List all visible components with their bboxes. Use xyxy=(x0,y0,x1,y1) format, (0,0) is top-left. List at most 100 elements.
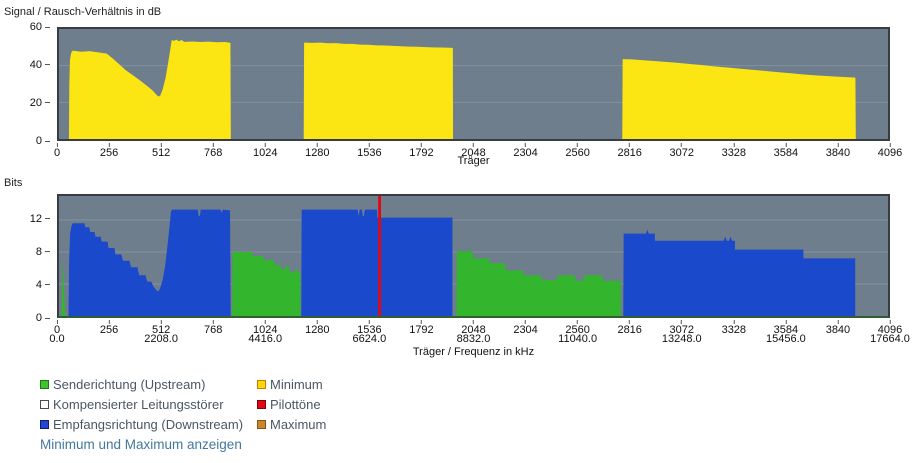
legend-item-compensated-line-disturber: Kompensierter Leitungsstörer xyxy=(40,394,243,414)
legend-label: Minimum xyxy=(270,376,323,392)
x-tick-label: 3072 xyxy=(669,324,694,336)
bits-chart-title: Bits xyxy=(4,177,23,189)
y-tick-mark xyxy=(45,284,50,286)
x-tick: 1792 xyxy=(409,320,434,336)
x-tick-mark xyxy=(629,320,631,324)
snr_db-area xyxy=(622,59,856,139)
x-tick-label: 2560 xyxy=(565,147,590,159)
x-tick-mark xyxy=(316,320,318,324)
upstream_bits-area xyxy=(232,252,301,316)
x-tick-mark xyxy=(681,143,683,147)
x-tick-mark xyxy=(525,320,527,324)
x-tick: 2208.0 xyxy=(144,333,178,345)
legend-item-upstream: Senderichtung (Upstream) xyxy=(40,374,243,394)
x-tick-label: 3584 xyxy=(773,324,799,336)
x-tick-mark xyxy=(368,320,370,324)
x-tick-mark xyxy=(420,143,422,147)
x-tick-label: 512 xyxy=(151,147,171,159)
maximum-swatch-icon xyxy=(257,419,266,429)
x-tick-mark xyxy=(525,143,527,147)
x-tick: 512 xyxy=(152,320,170,336)
x-tick-label: 17664.0 xyxy=(870,333,910,345)
y-tick: 0 xyxy=(36,135,50,147)
x-tick: 512 xyxy=(152,143,170,159)
x-tick-label: 2048 xyxy=(461,324,486,336)
bits-y-axis: 0 4 8 12 xyxy=(0,194,50,324)
x-tick: 3584 xyxy=(774,143,798,159)
y-tick: 40 xyxy=(30,59,50,71)
x-tick-label: 3328 xyxy=(721,324,747,336)
pilot-tones-swatch-icon xyxy=(257,399,266,409)
x-tick-label: 1792 xyxy=(409,147,434,159)
x-tick-label: 2816 xyxy=(617,324,642,336)
x-tick: 2816 xyxy=(617,320,642,336)
x-tick-label: 11040.0 xyxy=(558,333,598,345)
y-tick-label: 0 xyxy=(35,135,42,147)
x-tick: 8832.0 xyxy=(457,333,491,345)
x-tick-label: 4096 xyxy=(877,147,903,159)
x-tick-mark xyxy=(785,143,787,147)
x-tick-mark xyxy=(316,143,318,147)
x-tick-mark xyxy=(212,143,214,147)
upstream_bits-area xyxy=(456,251,621,316)
downstream_bits-area xyxy=(623,229,856,316)
x-tick-label: 768 xyxy=(204,147,223,159)
y-tick-label: 60 xyxy=(29,21,42,33)
toggle-min-max-link[interactable]: Minimum und Maximum anzeigen xyxy=(40,437,242,452)
snr-chart-title: Signal / Rausch-Verhältnis in dB xyxy=(4,6,162,18)
pilot-tone-marker xyxy=(378,196,382,316)
x-tick-mark xyxy=(733,143,735,147)
x-tick-label: 1792 xyxy=(409,324,434,336)
x-tick: 3072 xyxy=(670,320,694,336)
x-tick-mark xyxy=(472,320,474,324)
x-tick: 0.0 xyxy=(49,333,64,345)
x-tick: 3840 xyxy=(826,143,850,159)
x-tick: 3584 xyxy=(774,320,798,336)
x-tick-label: 15456.0 xyxy=(765,333,806,345)
x-tick: 0 xyxy=(54,320,60,336)
y-tick-mark xyxy=(45,218,50,220)
x-tick-mark xyxy=(785,320,787,324)
minimum-swatch-icon xyxy=(257,379,266,389)
upstream-swatch-icon xyxy=(40,379,49,389)
x-tick-label: 4416.0 xyxy=(248,333,283,345)
y-tick: 12 xyxy=(30,213,50,225)
x-tick: 1280 xyxy=(305,143,330,159)
y-tick: 60 xyxy=(30,21,50,33)
x-tick-label: 3072 xyxy=(669,147,694,159)
bits-x-axis-label: Träger / Frequenz in kHz xyxy=(412,346,535,358)
snr-x-axis-label: Träger xyxy=(457,155,490,167)
x-tick-label: 1536 xyxy=(357,324,382,336)
bits-plot xyxy=(57,194,890,318)
downstream_bits-area xyxy=(68,209,231,316)
x-tick-label: 2304 xyxy=(513,324,538,336)
x-tick-mark xyxy=(472,143,474,147)
x-tick-mark xyxy=(889,320,891,324)
x-tick-mark xyxy=(264,143,266,147)
legend-label: Senderichtung (Upstream) xyxy=(53,376,206,392)
x-tick: 2048 xyxy=(461,143,486,159)
upstream_bits-area xyxy=(61,258,66,316)
x-tick-label: 1280 xyxy=(305,147,330,159)
downstream-swatch-icon xyxy=(40,419,49,429)
legend-label: Empfangsrichtung (Downstream) xyxy=(53,416,244,432)
x-tick: 768 xyxy=(204,143,222,159)
y-tick-label: 20 xyxy=(29,96,42,109)
x-tick-mark xyxy=(264,320,266,324)
x-tick-label: 3840 xyxy=(825,324,851,336)
legend-label: Maximum xyxy=(270,416,327,432)
x-tick-mark xyxy=(577,143,579,147)
snr_db-area xyxy=(303,42,454,139)
x-tick: 1536 xyxy=(357,143,382,159)
y-tick: 20 xyxy=(30,97,50,109)
x-tick-label: 1024 xyxy=(253,147,278,159)
y-tick-label: 8 xyxy=(35,245,42,258)
x-tick-label: 8832.0 xyxy=(456,333,491,345)
y-tick: 0 xyxy=(36,312,50,324)
x-tick-mark xyxy=(577,320,579,324)
x-tick-label: 2304 xyxy=(513,147,538,159)
x-tick: 2560 xyxy=(565,320,590,336)
x-tick-label: 1024 xyxy=(253,324,278,336)
snr-x-axis: 0 256 512 768 1024 1280 1536 1792 2048 2304 2560 28… xyxy=(54,143,902,159)
x-tick: 1024 xyxy=(253,320,277,336)
